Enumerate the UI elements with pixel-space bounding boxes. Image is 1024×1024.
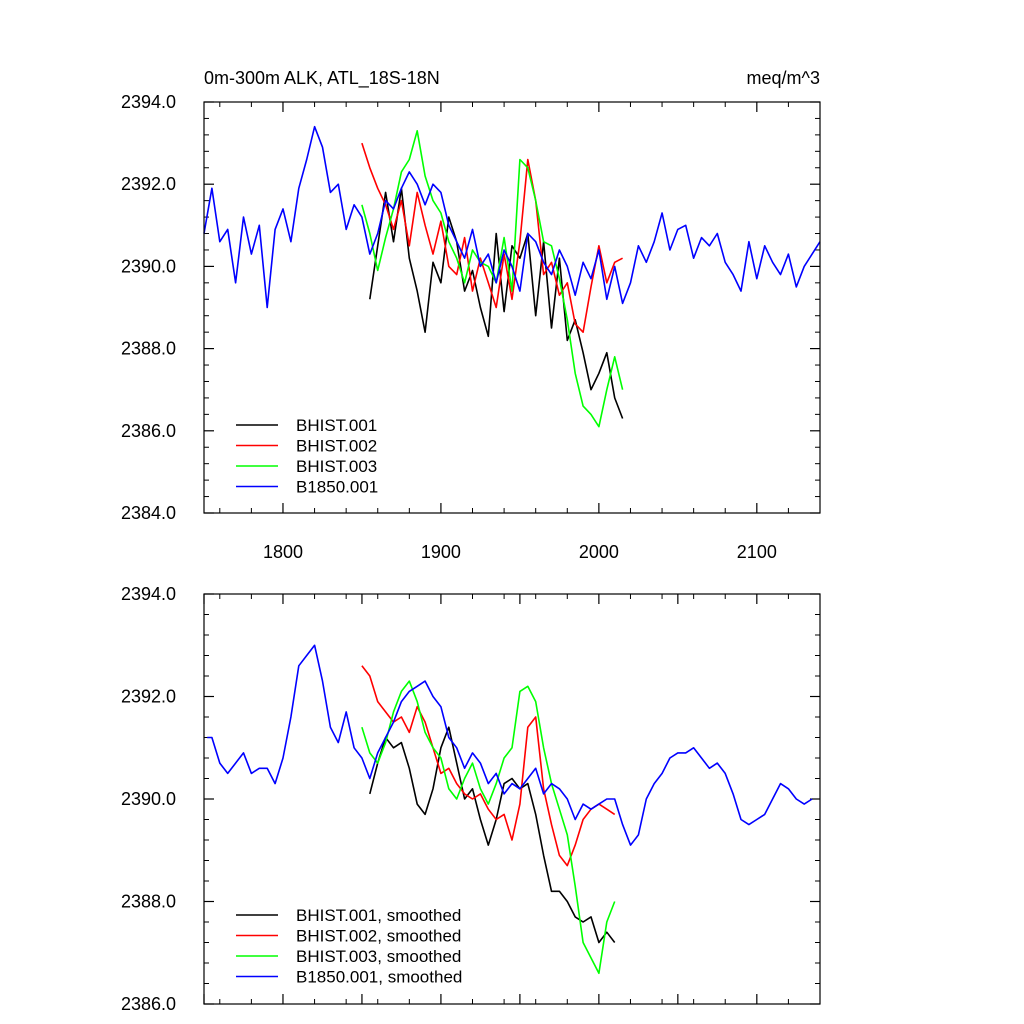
y-tick-label: 2392.0: [121, 687, 176, 707]
y-tick-label: 2390.0: [121, 256, 176, 276]
y-tick-label: 2394.0: [121, 584, 176, 604]
series-line-bhist-003-smoothed: [361, 680, 616, 975]
x-tick-label: 1900: [421, 542, 461, 562]
bottom-plot-frame: [203, 593, 821, 1005]
units-label: meq/m^3: [747, 68, 820, 88]
chart-title: 0m-300m ALK, ATL_18S-18N: [204, 68, 440, 89]
y-tick-label: 2384.0: [121, 503, 176, 523]
y-tick-label: 2390.0: [121, 789, 176, 809]
top-plot-frame: [203, 101, 821, 514]
series-line-b1850-001: [203, 125, 821, 309]
legend-label: B1850.001: [296, 478, 378, 497]
x-tick-label: 2100: [737, 542, 777, 562]
legend-label: BHIST.002, smoothed: [296, 927, 461, 946]
series-line-b1850-001-smoothed: [207, 644, 813, 846]
y-tick-label: 2392.0: [121, 174, 176, 194]
series-line-bhist-003: [361, 130, 624, 428]
series-line-bhist-002: [361, 142, 623, 334]
legend-label: BHIST.001: [296, 416, 377, 435]
top-chart: 0m-300m ALK, ATL_18S-18N meq/m^3 2384.0 2…: [121, 68, 821, 562]
y-tick-label: 2386.0: [121, 994, 176, 1014]
legend-label: BHIST.003, smoothed: [296, 947, 461, 966]
legend-label: B1850.001, smoothed: [296, 968, 462, 987]
series-line-bhist-001: [369, 187, 624, 419]
bottom-chart: 2386.0 2388.0 2390.0 2392.0 2394.0 BHIST.001…: [121, 584, 821, 1014]
x-tick-label: 2000: [579, 542, 619, 562]
series-line-bhist-001-smoothed: [369, 726, 616, 944]
legend-label: BHIST.003: [296, 457, 377, 476]
series-line-bhist-002-smoothed: [361, 665, 616, 867]
legend-label: BHIST.002: [296, 437, 377, 456]
y-tick-label: 2386.0: [121, 421, 176, 441]
y-tick-label: 2394.0: [121, 92, 176, 112]
y-tick-label: 2388.0: [121, 339, 176, 359]
x-tick-label: 1800: [263, 542, 303, 562]
y-tick-label: 2388.0: [121, 892, 176, 912]
legend-label: BHIST.001, smoothed: [296, 906, 461, 925]
